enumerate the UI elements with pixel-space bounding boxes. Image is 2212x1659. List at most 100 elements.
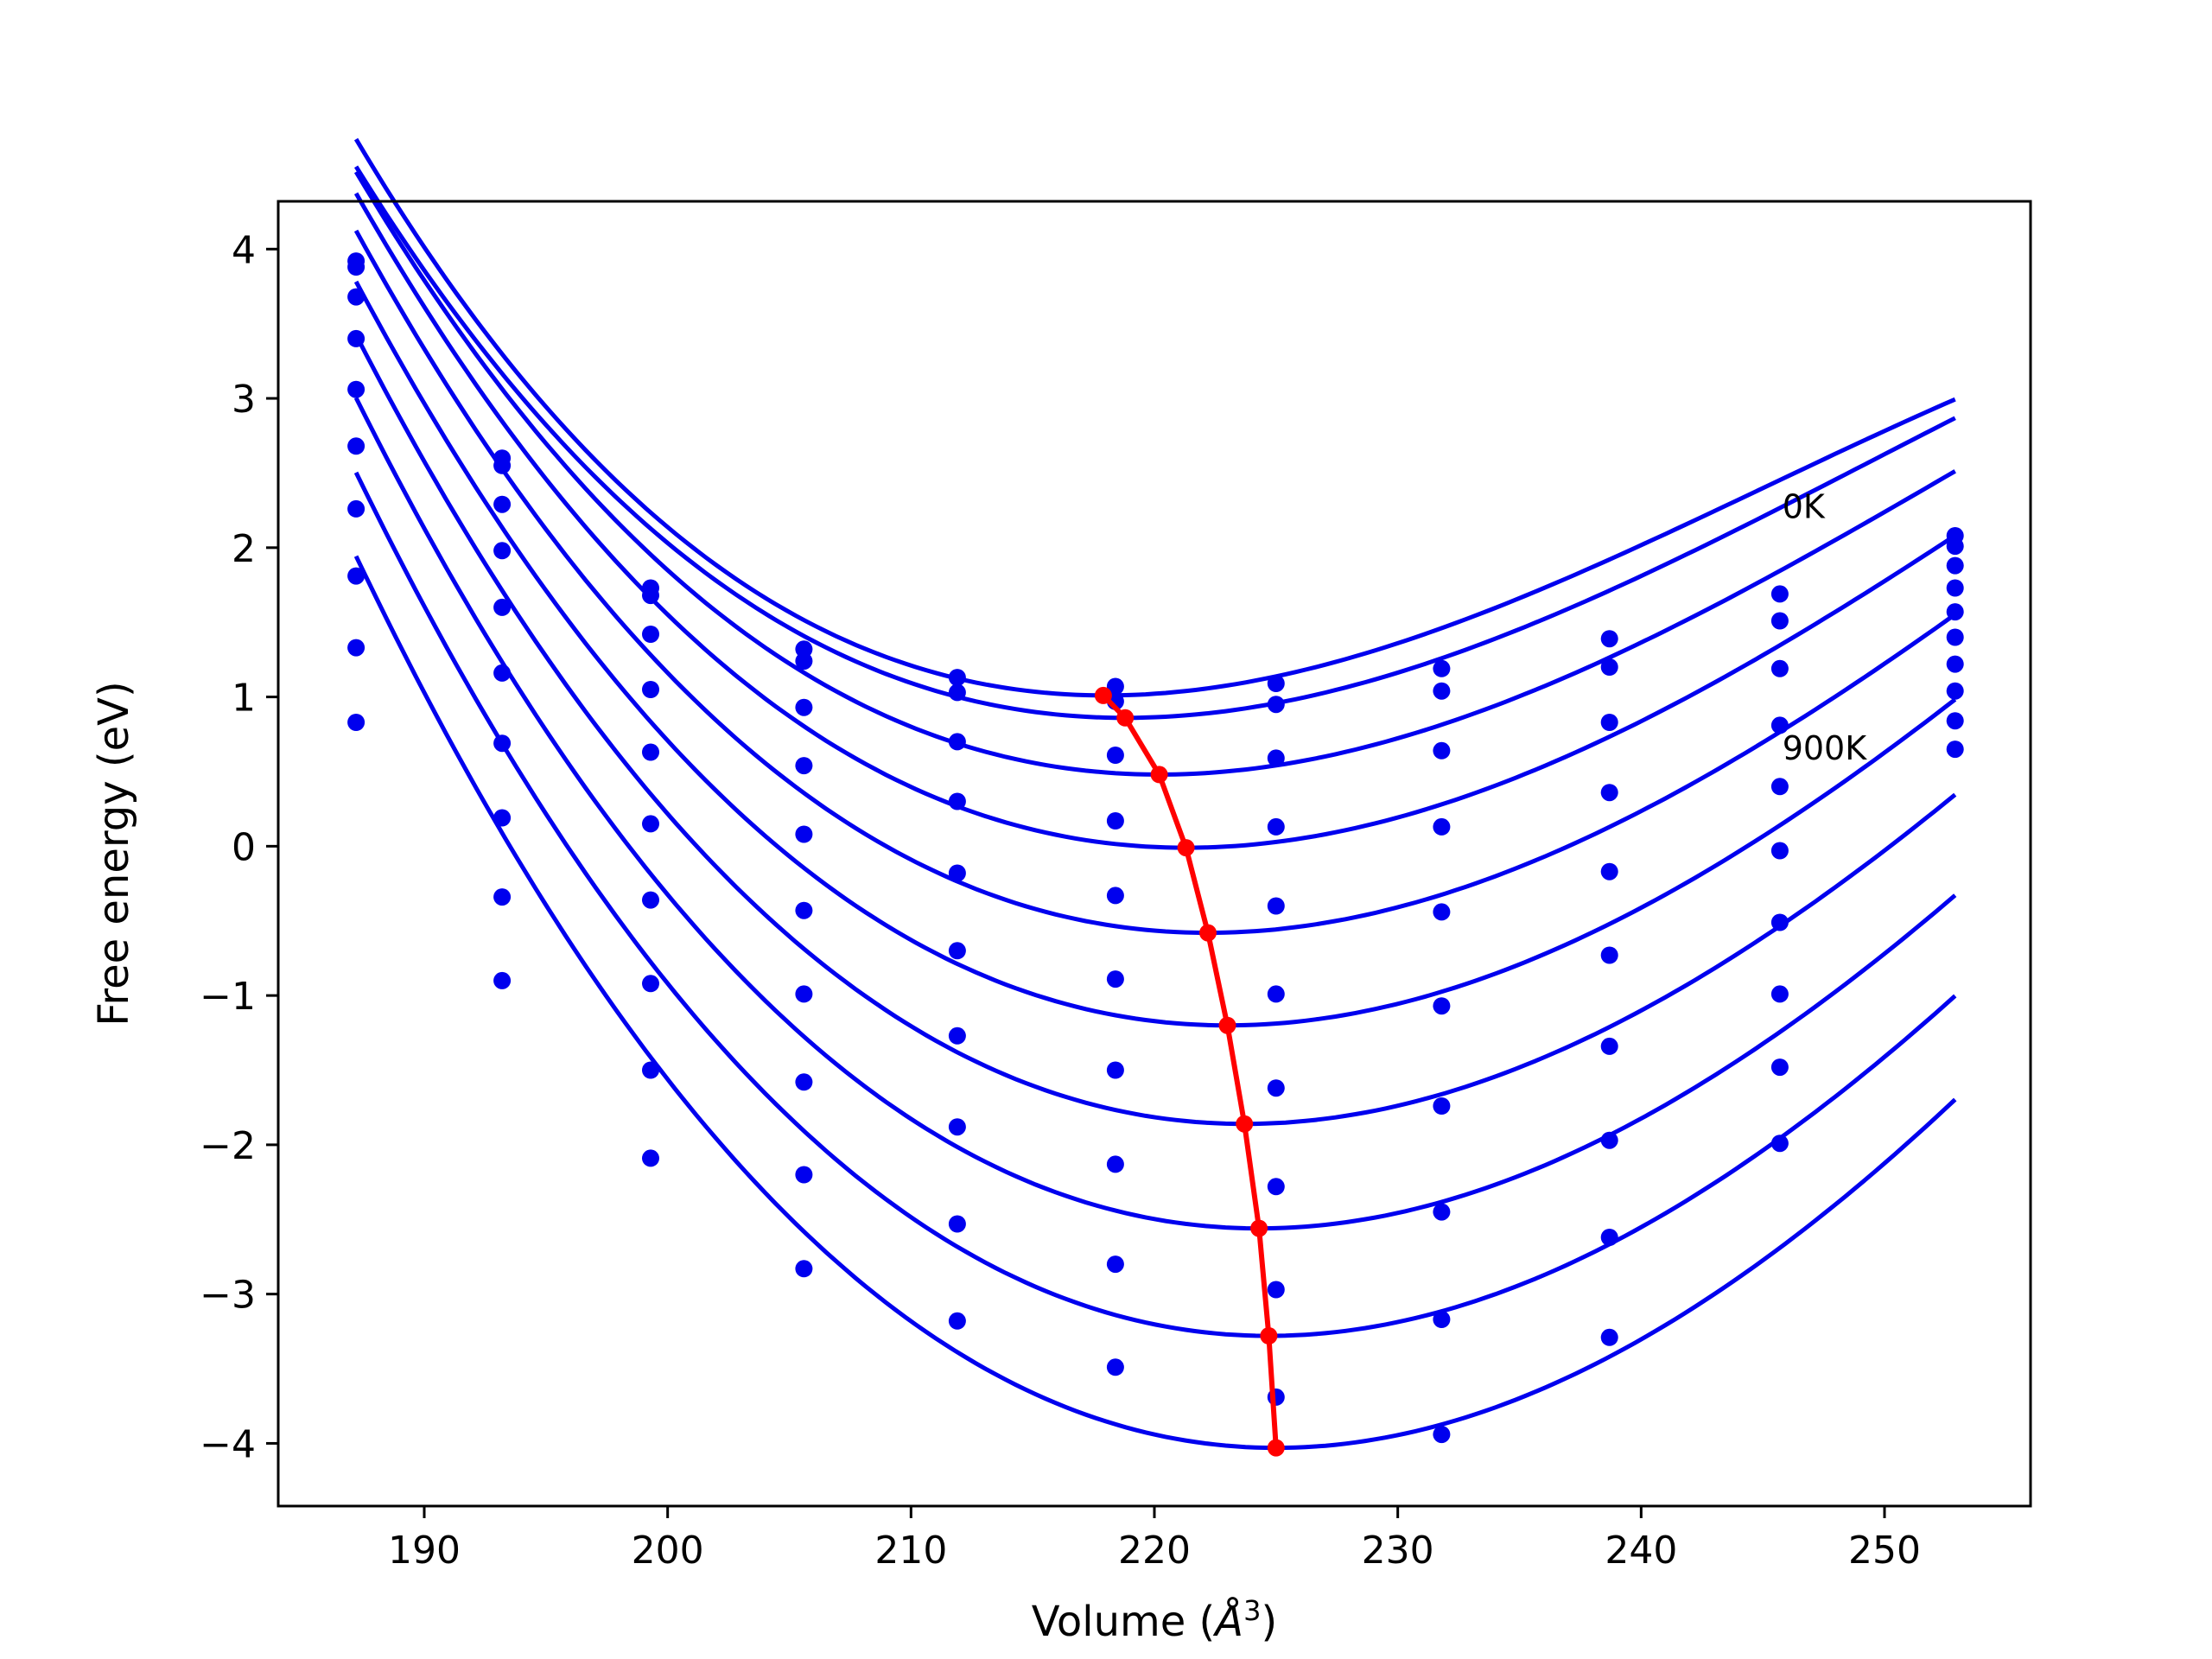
data-point-9-5 bbox=[948, 1215, 966, 1233]
data-point-2-11 bbox=[1946, 537, 1964, 556]
minima-point-8 bbox=[1250, 1219, 1268, 1237]
minima-point-5 bbox=[1199, 924, 1217, 942]
fit-curve-7 bbox=[353, 334, 1957, 1127]
data-point-7-2 bbox=[493, 734, 512, 753]
data-point-8-5 bbox=[948, 1118, 966, 1136]
data-point-8-2 bbox=[493, 809, 512, 827]
minima-point-1 bbox=[1094, 686, 1112, 704]
data-point-8-1 bbox=[347, 567, 365, 585]
data-point-9-6 bbox=[1106, 1255, 1124, 1274]
data-point-1-7 bbox=[1267, 675, 1285, 692]
data-point-10-3 bbox=[642, 1149, 659, 1167]
data-point-9-9 bbox=[1600, 1229, 1618, 1246]
y-tick-label-5: −1 bbox=[200, 975, 256, 1019]
data-point-10-9 bbox=[1600, 1328, 1618, 1346]
data-point-9-11 bbox=[1946, 712, 1964, 730]
data-point-3-10 bbox=[1770, 659, 1789, 677]
data-point-8-7 bbox=[1267, 1178, 1285, 1196]
data-point-2-2 bbox=[493, 456, 512, 474]
data-point-9-7 bbox=[1267, 1281, 1285, 1299]
data-point-1-8 bbox=[1433, 659, 1451, 677]
data-point-6-3 bbox=[642, 815, 659, 833]
data-point-4-9 bbox=[1600, 784, 1618, 802]
y-tick-label-2: 2 bbox=[232, 527, 256, 571]
minima-point-7 bbox=[1236, 1115, 1254, 1133]
y-tick-label-3: 1 bbox=[232, 677, 256, 721]
minima-point-4 bbox=[1177, 839, 1195, 857]
minima-line bbox=[1101, 693, 1279, 1448]
data-point-8-3 bbox=[642, 975, 659, 993]
data-point-9-8 bbox=[1433, 1311, 1451, 1328]
data-point-6-5 bbox=[948, 942, 966, 960]
data-point-6-11 bbox=[1946, 628, 1964, 646]
data-point-10-6 bbox=[1106, 1358, 1124, 1376]
minima-point-3 bbox=[1150, 766, 1168, 784]
data-point-5-5 bbox=[948, 864, 966, 882]
minima-point-2 bbox=[1116, 709, 1135, 727]
x-axis-label: Volume (Å3) bbox=[1032, 1594, 1277, 1646]
data-point-5-10 bbox=[1770, 778, 1789, 796]
data-point-5-8 bbox=[1433, 903, 1451, 921]
data-point-9-1 bbox=[347, 639, 365, 657]
x-tick-label-210: 210 bbox=[874, 1529, 947, 1573]
data-point-9-2 bbox=[493, 888, 512, 906]
x-tick-label-250: 250 bbox=[1848, 1529, 1921, 1573]
data-point-7-11 bbox=[1946, 655, 1964, 673]
data-point-5-4 bbox=[795, 825, 813, 843]
data-point-1-4 bbox=[795, 640, 813, 658]
data-point-4-4 bbox=[795, 757, 813, 775]
y-tick-label-7: −3 bbox=[200, 1274, 256, 1318]
data-point-5-1 bbox=[347, 380, 365, 398]
fit-curve-8 bbox=[353, 397, 1957, 1231]
data-point-4-3 bbox=[642, 681, 659, 698]
data-point-7-8 bbox=[1433, 1097, 1451, 1115]
minimum-energy-path bbox=[1094, 686, 1285, 1457]
data-point-4-11 bbox=[1946, 579, 1964, 597]
data-point-3-9 bbox=[1600, 714, 1618, 731]
y-axis-label: Free energy (eV) bbox=[90, 681, 138, 1026]
data-point-4-5 bbox=[948, 792, 966, 810]
data-point-2-1 bbox=[347, 258, 365, 276]
data-point-4-8 bbox=[1433, 817, 1451, 836]
x-tick-label-240: 240 bbox=[1605, 1529, 1677, 1573]
fit-curve-4 bbox=[353, 192, 1957, 850]
fit-curve-1 bbox=[353, 137, 1956, 698]
data-point-7-1 bbox=[347, 499, 365, 518]
data-point-5-2 bbox=[493, 598, 512, 616]
labels: Free energy (eV) Volume (Å3) 0K 900K bbox=[90, 487, 1867, 1646]
x-axis-label-superscript: 3 bbox=[1243, 1594, 1261, 1627]
data-point-9-3 bbox=[642, 1061, 659, 1079]
data-point-4-2 bbox=[493, 542, 512, 560]
minima-point-9 bbox=[1260, 1327, 1278, 1344]
fit-curve-5 bbox=[353, 229, 1957, 936]
y-tick-label-6: −2 bbox=[200, 1124, 256, 1168]
x-axis-label-unit: Å bbox=[1212, 1597, 1243, 1646]
x-tick-label-220: 220 bbox=[1118, 1529, 1191, 1573]
data-point-10-4 bbox=[795, 1260, 813, 1278]
data-point-3-2 bbox=[493, 495, 512, 513]
y-tick-label-4: 0 bbox=[232, 825, 256, 869]
y-tick-label-1: 3 bbox=[232, 378, 256, 422]
x-tick-label-230: 230 bbox=[1362, 1529, 1434, 1573]
data-point-8-6 bbox=[1106, 1155, 1124, 1173]
data-point-4-10 bbox=[1770, 716, 1789, 734]
data-point-4-1 bbox=[347, 329, 365, 347]
minima-point-10 bbox=[1267, 1439, 1285, 1457]
data-point-6-9 bbox=[1600, 946, 1618, 964]
annotation-2: 900K bbox=[1783, 729, 1868, 767]
data-point-3-1 bbox=[347, 288, 365, 306]
data-point-3-8 bbox=[1433, 741, 1451, 760]
data-point-6-1 bbox=[347, 437, 365, 455]
data-points bbox=[347, 252, 1964, 1444]
data-point-6-7 bbox=[1267, 985, 1285, 1003]
data-point-5-3 bbox=[642, 743, 659, 761]
data-point-7-10 bbox=[1770, 913, 1789, 931]
data-point-8-11 bbox=[1946, 682, 1964, 700]
data-point-3-4 bbox=[795, 698, 813, 716]
data-point-2-3 bbox=[642, 587, 659, 605]
y-tick-label-8: −4 bbox=[200, 1422, 256, 1466]
minima-point-6 bbox=[1218, 1016, 1236, 1034]
fit-curve-10 bbox=[353, 555, 1957, 1451]
